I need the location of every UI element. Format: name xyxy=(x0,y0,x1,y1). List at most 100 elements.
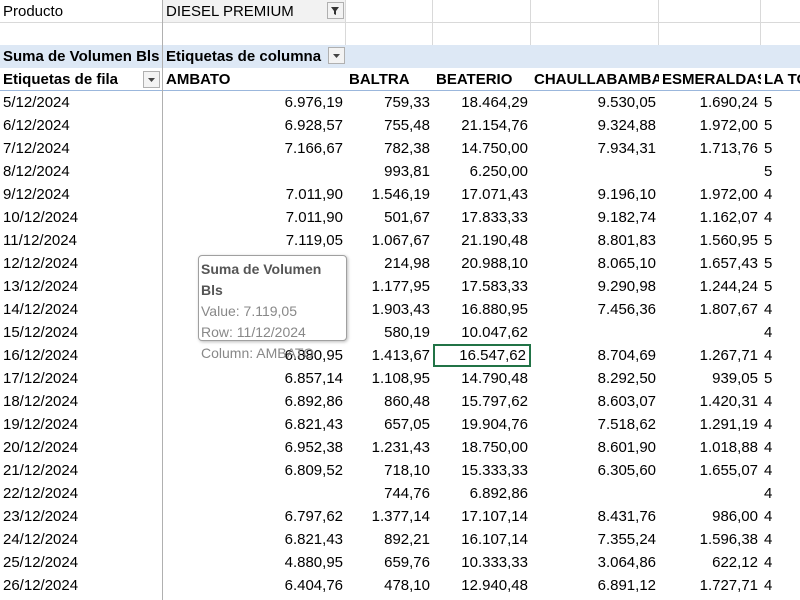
cell[interactable]: 4 xyxy=(764,347,773,364)
cell[interactable]: 9.196,10 xyxy=(597,186,656,203)
cell[interactable]: 993,81 xyxy=(384,163,430,180)
cell[interactable]: 986,00 xyxy=(712,508,758,525)
cell[interactable]: 782,38 xyxy=(384,140,430,157)
cell[interactable]: 7.456,36 xyxy=(597,301,656,318)
filter-button[interactable] xyxy=(327,2,344,19)
cell[interactable]: 5 xyxy=(764,94,773,111)
cell[interactable]: 6.404,76 xyxy=(284,577,343,594)
cell[interactable]: 9.324,88 xyxy=(597,117,656,134)
cell[interactable]: 1.903,43 xyxy=(371,301,430,318)
cell[interactable]: 4 xyxy=(764,508,773,525)
column-dropdown[interactable] xyxy=(328,47,345,64)
cell[interactable]: 4.880,95 xyxy=(284,554,343,571)
cell[interactable]: 6.880,95 xyxy=(284,347,343,364)
cell[interactable]: 17.071,43 xyxy=(461,186,528,203)
cell[interactable]: 6.821,43 xyxy=(284,531,343,548)
cell[interactable]: 15.797,62 xyxy=(461,393,528,410)
cell[interactable]: 9.182,74 xyxy=(597,209,656,226)
cell[interactable]: 1.018,88 xyxy=(699,439,758,456)
cell[interactable]: 7.011,90 xyxy=(285,209,343,226)
cell[interactable]: 718,10 xyxy=(384,462,430,479)
cell[interactable]: 21.154,76 xyxy=(461,117,528,134)
cell[interactable]: 4 xyxy=(764,301,773,318)
cell[interactable]: 1.420,31 xyxy=(699,393,758,410)
cell[interactable]: 6.892,86 xyxy=(469,485,528,502)
cell[interactable]: 21.190,48 xyxy=(461,232,528,249)
cell[interactable]: 20.988,10 xyxy=(461,255,528,272)
cell[interactable]: 4 xyxy=(764,209,773,226)
cell[interactable]: 5 xyxy=(764,278,773,295)
cell[interactable]: 1.657,43 xyxy=(699,255,758,272)
cell[interactable]: 16.107,14 xyxy=(461,531,528,548)
cell[interactable]: 17.107,14 xyxy=(461,508,528,525)
cell[interactable]: 6.857,14 xyxy=(284,370,343,387)
cell[interactable]: 214,98 xyxy=(384,255,430,272)
cell[interactable]: 1.267,71 xyxy=(699,347,758,364)
cell[interactable]: 501,67 xyxy=(384,209,430,226)
cell[interactable]: 16.880,95 xyxy=(461,301,528,318)
cell[interactable]: 5 xyxy=(764,163,773,180)
cell[interactable]: 1.231,43 xyxy=(371,439,430,456)
cell[interactable]: 8.601,90 xyxy=(597,439,656,456)
cell[interactable]: 7.518,62 xyxy=(597,416,656,433)
cell[interactable]: 6.892,86 xyxy=(284,393,343,410)
cell[interactable]: 8.704,69 xyxy=(597,347,656,364)
cell[interactable]: 8.603,07 xyxy=(597,393,656,410)
cell[interactable]: 7.119,05 xyxy=(285,232,343,249)
cell[interactable]: 17.833,33 xyxy=(461,209,528,226)
cell[interactable]: 1.377,14 xyxy=(371,508,430,525)
cell[interactable]: 7.166,67 xyxy=(284,140,343,157)
cell[interactable]: 8.292,50 xyxy=(597,370,656,387)
cell[interactable]: 1.972,00 xyxy=(699,117,758,134)
cell[interactable]: 4 xyxy=(764,416,773,433)
cell[interactable]: 744,76 xyxy=(384,485,430,502)
cell[interactable]: 19.904,76 xyxy=(461,416,528,433)
filter-value[interactable]: DIESEL PREMIUM xyxy=(163,0,346,23)
cell[interactable]: 1.244,24 xyxy=(699,278,758,295)
cell[interactable]: 5 xyxy=(764,255,773,272)
cell[interactable]: 580,19 xyxy=(384,324,430,341)
cell[interactable]: 7.355,24 xyxy=(597,531,656,548)
cell[interactable]: 6.809,52 xyxy=(284,462,343,479)
cell[interactable]: 17.583,33 xyxy=(461,278,528,295)
cell[interactable]: 5 xyxy=(764,370,773,387)
cell[interactable]: 892,21 xyxy=(384,531,430,548)
cell[interactable]: 759,33 xyxy=(384,94,430,111)
cell[interactable]: 6.952,38 xyxy=(284,439,343,456)
cell[interactable]: 755,48 xyxy=(384,117,430,134)
cell[interactable]: 5 xyxy=(764,140,773,157)
cell[interactable]: 1.807,67 xyxy=(699,301,758,318)
row-dropdown[interactable] xyxy=(143,71,160,88)
cell[interactable]: 1.972,00 xyxy=(699,186,758,203)
cell[interactable]: 6.928,57 xyxy=(284,117,343,134)
cell[interactable]: 4 xyxy=(764,577,773,594)
cell[interactable]: 1.067,67 xyxy=(371,232,430,249)
cell[interactable]: 5 xyxy=(764,117,773,134)
cell[interactable]: 1.177,95 xyxy=(371,278,430,295)
cell[interactable]: 1.162,07 xyxy=(699,209,758,226)
cell[interactable]: 659,76 xyxy=(384,554,430,571)
cell[interactable]: 4 xyxy=(764,462,773,479)
cell[interactable]: 939,05 xyxy=(712,370,758,387)
cell[interactable]: 12.940,48 xyxy=(461,577,528,594)
cell[interactable]: 4 xyxy=(764,531,773,548)
cell[interactable]: 14.750,00 xyxy=(461,140,528,157)
cell[interactable]: 6.891,12 xyxy=(597,577,656,594)
cell[interactable]: 1.546,19 xyxy=(371,186,430,203)
cell[interactable]: 1.727,71 xyxy=(699,577,758,594)
cell[interactable]: 8.431,76 xyxy=(597,508,656,525)
cell[interactable]: 8.801,83 xyxy=(597,232,656,249)
cell[interactable]: 1.713,76 xyxy=(699,140,758,157)
cell[interactable]: 1.690,24 xyxy=(699,94,758,111)
cell[interactable]: 860,48 xyxy=(384,393,430,410)
cell[interactable]: 6.821,43 xyxy=(284,416,343,433)
cell[interactable]: 15.333,33 xyxy=(461,462,528,479)
cell[interactable]: 5 xyxy=(764,232,773,249)
cell[interactable]: 4 xyxy=(764,439,773,456)
cell[interactable]: 1.655,07 xyxy=(699,462,758,479)
cell[interactable]: 1.560,95 xyxy=(699,232,758,249)
cell[interactable]: 1.413,67 xyxy=(371,347,430,364)
cell[interactable]: 4 xyxy=(764,485,773,502)
cell[interactable]: 622,12 xyxy=(712,554,758,571)
cell[interactable]: 18.464,29 xyxy=(461,94,528,111)
